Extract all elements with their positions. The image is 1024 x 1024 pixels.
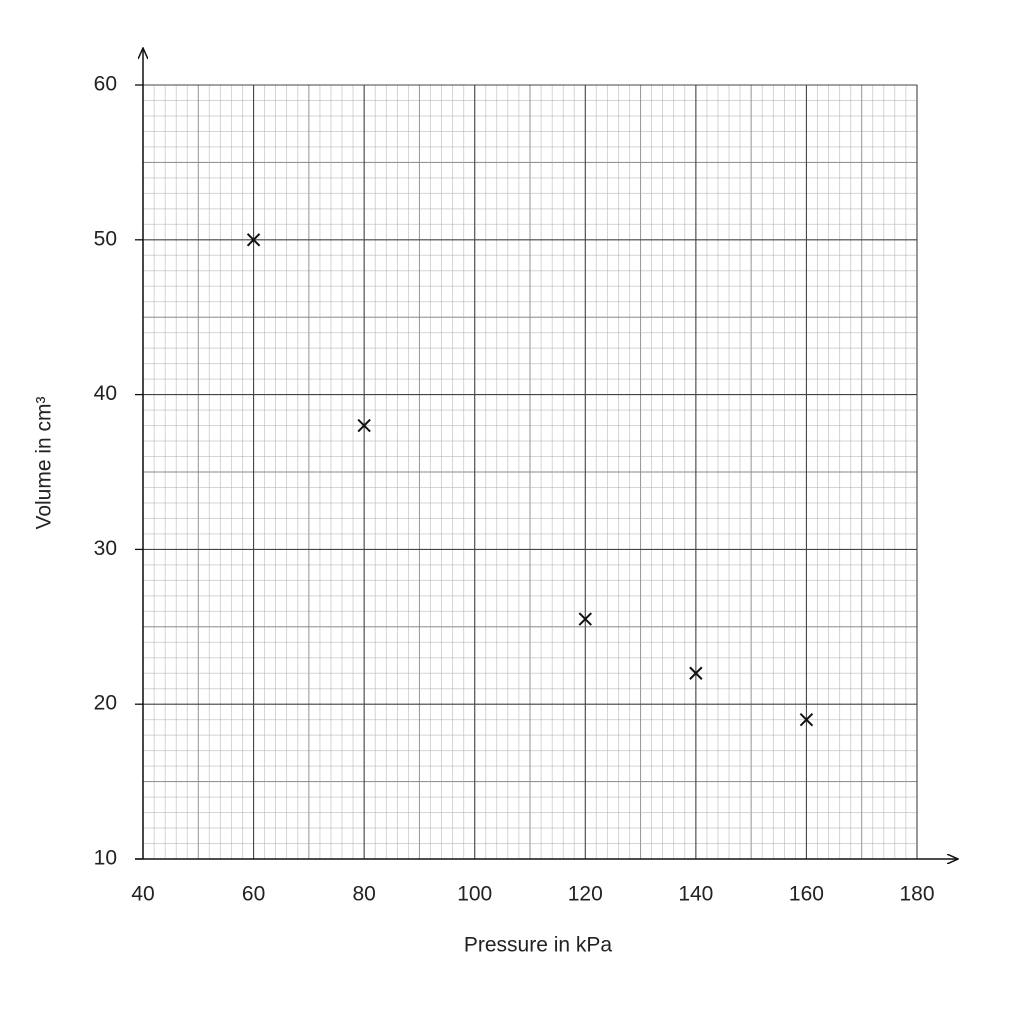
- y-tick-label: 50: [94, 227, 117, 250]
- x-tick-label: 160: [789, 883, 824, 906]
- y-tick-label: 10: [94, 847, 117, 870]
- x-tick-label: 140: [678, 883, 713, 906]
- x-tick-label: 80: [352, 883, 375, 906]
- y-axis-title: Volume in cm³: [33, 396, 56, 529]
- point-cross: [689, 666, 703, 680]
- point-cross: [357, 418, 371, 433]
- x-tick-label: 120: [568, 883, 603, 906]
- y-tick-label: 60: [94, 73, 117, 96]
- x-tick-label: 180: [899, 883, 934, 906]
- y-tick-label: 40: [94, 382, 117, 405]
- point-cross: [799, 712, 814, 727]
- y-tick-label: 20: [94, 692, 117, 715]
- graph-paper: [142, 84, 918, 860]
- y-tick-label: 30: [94, 537, 117, 560]
- x-tick-label: 60: [242, 883, 265, 906]
- x-tick-label: 40: [131, 883, 154, 906]
- x-tick-label: 100: [457, 883, 492, 906]
- point-cross: [578, 612, 592, 626]
- point-cross: [246, 233, 261, 247]
- x-axis-title: Pressure in kPa: [464, 934, 613, 957]
